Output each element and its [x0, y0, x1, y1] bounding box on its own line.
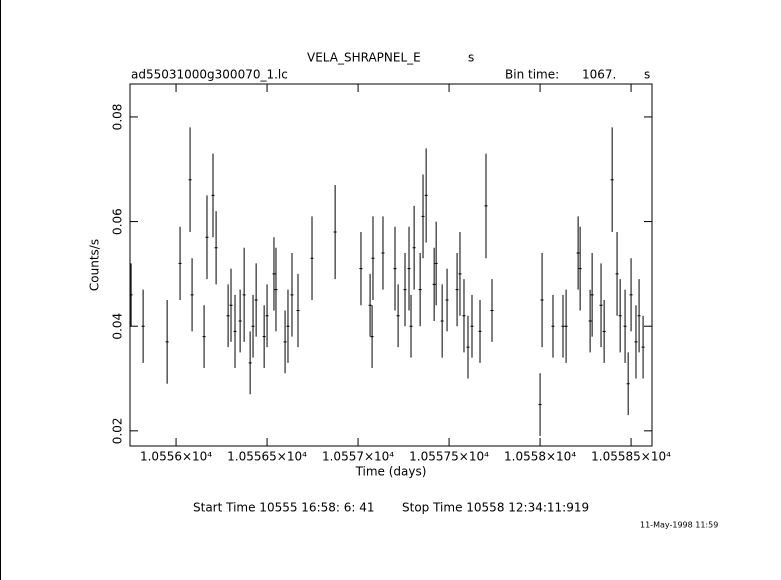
error-bar: [564, 289, 568, 363]
error-bar: [576, 216, 580, 290]
error-bar: [283, 310, 287, 374]
error-bar: [262, 305, 266, 369]
error-bar: [610, 127, 614, 233]
stop-time: Stop Time 10558 12:34:11:919: [402, 501, 589, 515]
chart-title: VELA_SHRAPNEL_E: [307, 51, 421, 65]
error-bar: [296, 273, 300, 348]
error-bar: [359, 232, 363, 306]
error-bar: [371, 216, 375, 301]
bin-time: 1067.: [582, 68, 616, 82]
error-bar: [310, 216, 314, 301]
error-bar: [421, 174, 425, 259]
x-tick-label: 1.0557×10⁴: [322, 450, 394, 464]
error-bar: [381, 216, 385, 290]
title-unit: s: [468, 51, 474, 65]
error-bar: [424, 148, 428, 243]
x-axis-label: Time (days): [355, 465, 427, 479]
error-bar: [165, 300, 169, 384]
x-tick-label: 1.0556×10⁴: [140, 450, 212, 464]
error-bar: [615, 232, 619, 316]
error-bar: [478, 300, 482, 363]
error-bar: [490, 279, 494, 342]
plot-frame: [129, 83, 653, 447]
error-bar: [205, 195, 209, 280]
y-tick-label: 0.06: [111, 208, 125, 235]
error-bar: [412, 205, 416, 290]
error-bar: [590, 252, 594, 337]
error-bar: [578, 226, 582, 311]
error-bar: [458, 232, 462, 316]
error-bar: [403, 252, 407, 327]
bin-time-unit: s: [644, 68, 650, 82]
x-tick-label: 1.05585×10⁴: [591, 450, 671, 464]
error-bar: [445, 268, 449, 332]
error-bar: [462, 279, 466, 353]
date-stamp: 11-May-1998 11:59: [640, 521, 718, 530]
error-bar: [393, 226, 397, 311]
x-tick-label: 1.0558×10⁴: [504, 450, 576, 464]
error-bar: [141, 289, 145, 363]
error-bar: [190, 258, 194, 332]
error-bar: [188, 127, 192, 233]
error-bar: [470, 294, 474, 358]
error-bar: [368, 273, 372, 337]
error-bar: [637, 279, 641, 353]
file-name: ad55031000g300070_1.lc: [131, 68, 288, 82]
error-bar: [178, 226, 182, 301]
error-bar: [238, 289, 242, 353]
error-bar: [396, 284, 400, 348]
error-bar: [561, 294, 565, 358]
error-bar: [409, 294, 413, 358]
error-bar: [233, 294, 237, 369]
x-tick-label: 1.05565×10⁴: [227, 450, 307, 464]
error-bar: [214, 211, 218, 285]
bin-time-label: Bin time:: [505, 68, 559, 82]
error-bar: [265, 284, 269, 348]
error-bar: [290, 252, 294, 337]
error-bar: [626, 352, 630, 416]
error-bar: [551, 294, 555, 358]
error-bar: [641, 315, 645, 379]
y-tick-label: 0.02: [111, 417, 125, 444]
error-bar: [226, 284, 230, 348]
error-bar: [432, 247, 436, 321]
error-bar: [229, 268, 233, 342]
error-bar: [333, 184, 337, 280]
x-tick-label: 1.05575×10⁴: [409, 450, 489, 464]
error-bar: [251, 294, 255, 358]
error-bar: [211, 153, 215, 238]
error-bar: [484, 153, 488, 259]
error-bar: [618, 279, 622, 353]
error-bar: [272, 237, 276, 311]
error-bar: [455, 252, 459, 327]
error-bar: [440, 284, 444, 358]
error-bar: [434, 221, 438, 306]
error-bar: [602, 300, 606, 363]
error-bar: [599, 263, 603, 348]
error-bar: [248, 331, 252, 395]
error-bar: [623, 289, 627, 363]
error-bar: [629, 258, 633, 332]
error-bar: [540, 252, 544, 348]
error-bar: [538, 373, 542, 437]
error-bar: [634, 305, 638, 379]
error-bar: [286, 289, 290, 363]
error-bar: [370, 305, 374, 369]
error-bar: [274, 247, 278, 332]
error-bar: [407, 226, 411, 311]
y-tick-label: 0.04: [111, 313, 125, 340]
error-bar: [129, 263, 133, 327]
error-bar: [242, 247, 246, 342]
start-time: Start Time 10555 16:58: 6: 41: [193, 501, 375, 515]
error-bar: [466, 315, 470, 379]
y-tick-label: 0.08: [111, 104, 125, 131]
error-bar: [418, 252, 422, 327]
error-bar: [202, 305, 206, 369]
y-axis-label: Counts/s: [88, 239, 102, 291]
error-bar: [254, 263, 258, 337]
error-bar: [588, 289, 592, 353]
